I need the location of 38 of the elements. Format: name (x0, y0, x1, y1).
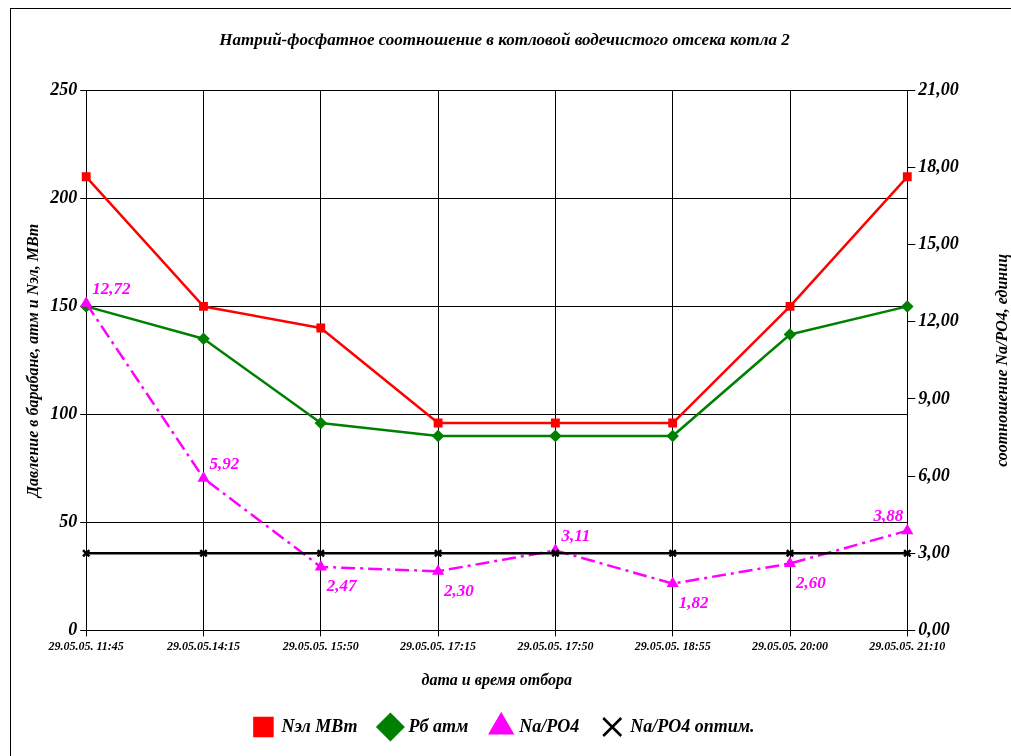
data-label: 3,11 (560, 525, 591, 545)
y-tick-label: 50 (59, 511, 78, 532)
y2-tick-label: 6,00 (918, 464, 950, 485)
data-label: 2,30 (443, 580, 475, 600)
x-tick-label: 29.05.05. 20:00 (751, 638, 828, 653)
y2-tick-label: 3,00 (917, 541, 950, 562)
legend-label: Na/PO4 (518, 715, 580, 736)
y2-tick-label: 12,00 (918, 310, 959, 331)
x-tick-label: 29.05.05.14:15 (166, 638, 240, 653)
x-tick-label: 29.05.05. 17:15 (399, 638, 477, 653)
y-tick-label: 0 (68, 619, 78, 640)
y-tick-label: 250 (49, 79, 78, 100)
y-tick-label: 150 (50, 295, 78, 316)
chart-title: Натрий-фосфатное соотношение в котловой водечистого отсека котла 2 (218, 29, 791, 49)
data-label: 3,88 (872, 506, 904, 526)
y-tick-label: 100 (50, 403, 78, 424)
x-tick-label: 29.05.05. 17:50 (516, 638, 594, 653)
y2-tick-label: 9,00 (918, 387, 950, 408)
data-label: 1,82 (678, 592, 709, 612)
legend-label: Nэл МВт (280, 715, 358, 736)
y-axis-title: Давление в барабане, атм и Nэл, МВт (23, 223, 42, 500)
legend-label: Рб атм (407, 715, 469, 736)
y2-tick-label: 21,00 (917, 79, 959, 100)
y-tick-label: 200 (49, 187, 78, 208)
x-tick-label: 29.05.05. 21:10 (868, 638, 946, 653)
x-tick-label: 29.05.05. 18:55 (633, 638, 711, 653)
x-tick-label: 29.05.05. 11:45 (47, 638, 124, 653)
y2-tick-label: 18,00 (918, 156, 959, 177)
y2-tick-label: 0,00 (918, 619, 950, 640)
legend-label: Na/PO4 оптим. (629, 715, 755, 736)
y2-axis-title: соотношение Na/PO4, единиц (993, 253, 1011, 467)
data-label: 2,60 (795, 572, 827, 592)
data-label: 5,92 (209, 453, 240, 473)
x-axis-title: дата и время отбора (421, 670, 573, 689)
data-label: 2,47 (325, 576, 359, 596)
data-label: 12,72 (92, 278, 131, 298)
x-tick-label: 29.05.05. 15:50 (281, 638, 359, 653)
y2-tick-label: 15,00 (918, 233, 959, 254)
